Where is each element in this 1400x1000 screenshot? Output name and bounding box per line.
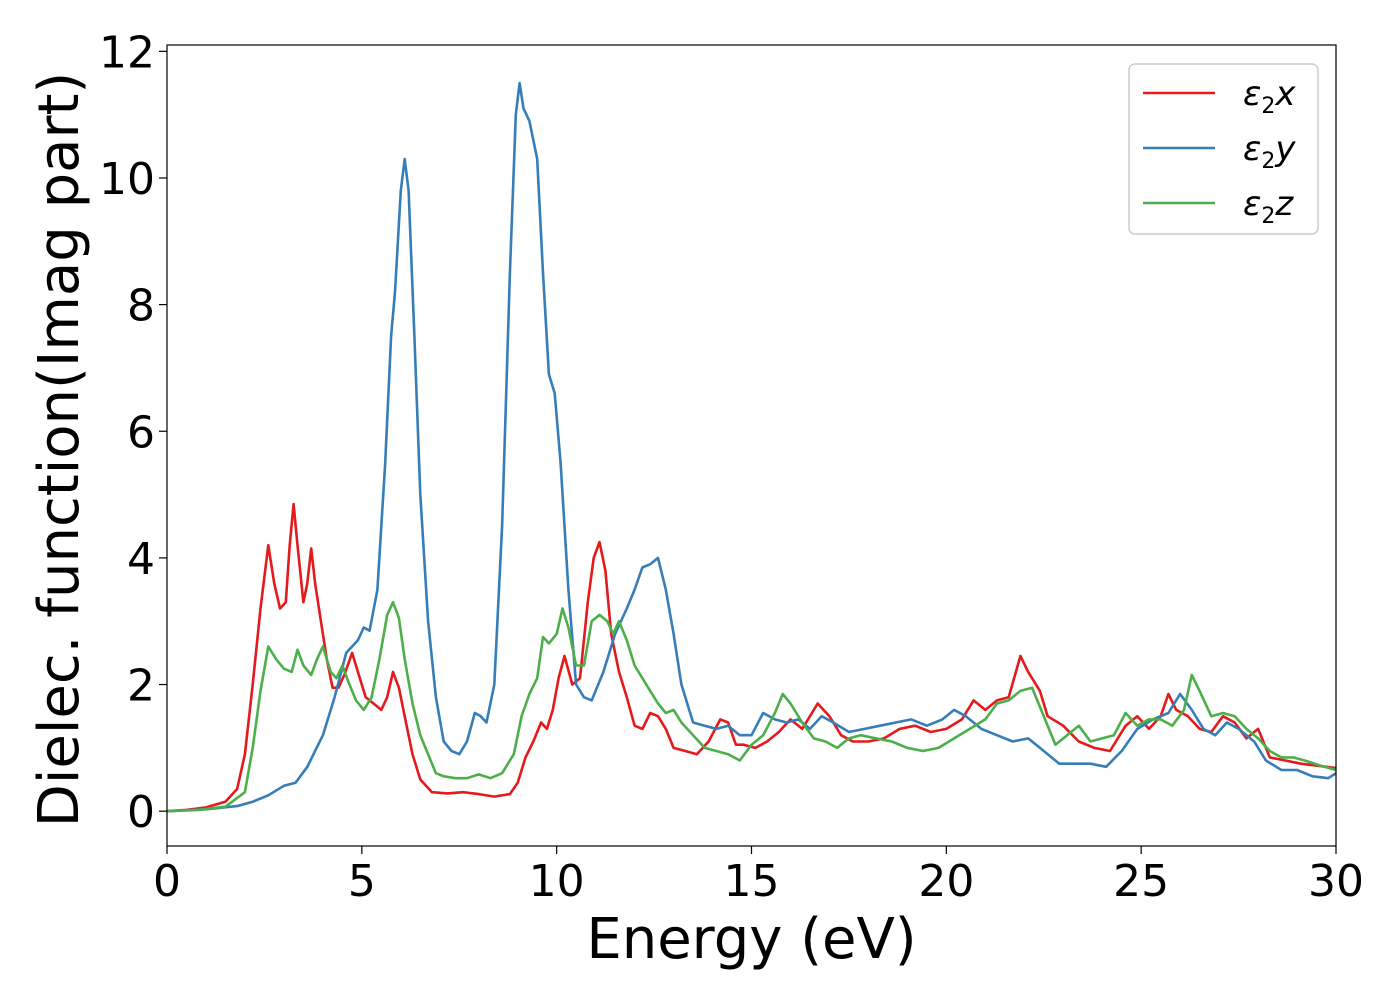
x-tick-label: 5 — [348, 856, 376, 907]
series-line-y — [167, 81, 1336, 813]
x-tick-label: 0 — [153, 856, 181, 907]
series-layer — [167, 81, 1336, 813]
series-line-z — [167, 600, 1336, 813]
y-tick-label: 2 — [127, 661, 155, 712]
legend-label-x: ε2x — [1243, 74, 1296, 119]
legend-label-y: ε2y — [1243, 129, 1296, 174]
legend-label-z: ε2z — [1243, 184, 1294, 229]
x-tick-label: 10 — [529, 856, 585, 907]
y-tick-label: 12 — [99, 27, 155, 78]
x-tick-label: 25 — [1113, 856, 1169, 907]
x-tick-label: 15 — [724, 856, 780, 907]
ticks-layer: 0 5 10 15 20 25 30 0 2 4 6 8 10 12 — [99, 27, 1364, 907]
y-tick-label: 4 — [127, 534, 155, 585]
legend: ε2x ε2y ε2z — [1128, 63, 1319, 235]
x-axis-title: Energy (eV) — [586, 907, 916, 972]
series-line-x — [167, 502, 1336, 813]
legend-box — [1128, 63, 1319, 235]
y-tick-label: 10 — [99, 154, 155, 205]
y-tick-label: 8 — [127, 281, 155, 332]
x-tick-label: 30 — [1308, 856, 1364, 907]
y-tick-label: 6 — [127, 407, 155, 458]
x-tick-label: 20 — [918, 856, 974, 907]
y-tick-label: 0 — [127, 787, 155, 838]
y-axis-title: Dielec. function(Imag part) — [27, 72, 92, 828]
plot-frame — [166, 44, 1337, 847]
